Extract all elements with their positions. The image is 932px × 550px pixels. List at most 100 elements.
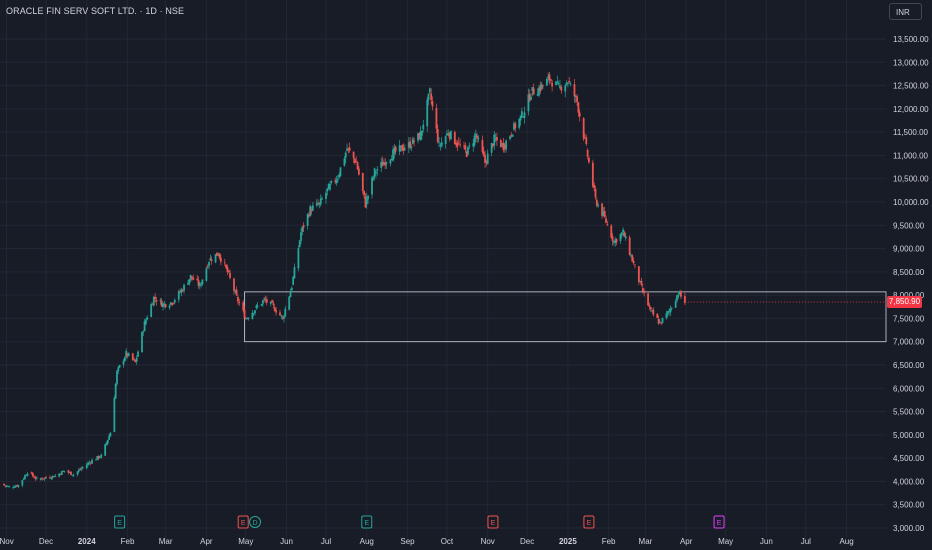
candle-body (252, 313, 255, 315)
candle-body (564, 85, 567, 92)
candle-body (409, 141, 412, 149)
candle-body (502, 142, 505, 151)
candle-body (51, 475, 54, 478)
candle-body (206, 267, 209, 268)
candle-body (513, 123, 515, 130)
candle-body (632, 260, 635, 264)
earnings-icon: E (237, 515, 249, 529)
candle-body (674, 301, 677, 308)
candle-body (568, 80, 571, 83)
candle-body (652, 309, 655, 315)
candle-body (155, 300, 158, 302)
candle-body (398, 145, 401, 152)
event-label: E (364, 520, 369, 527)
candle-body (45, 477, 47, 478)
candle-body (237, 296, 239, 302)
candle-body (108, 436, 111, 440)
candle-body (134, 359, 137, 363)
candle-body (623, 232, 626, 237)
candle-body (582, 117, 585, 139)
candle-body (417, 133, 419, 141)
candle-body (357, 168, 360, 175)
candle-body (657, 318, 660, 324)
candle-body (446, 133, 448, 136)
candle-body (247, 317, 250, 319)
candle-body (192, 277, 195, 280)
candle-body (606, 223, 609, 225)
candle-body (421, 130, 423, 136)
candle-body (486, 153, 489, 165)
candle-body (79, 469, 82, 471)
candle-body (262, 300, 264, 304)
currency-button[interactable]: INR (889, 3, 922, 20)
candle-body (605, 218, 607, 223)
price-tick-label: 10,500.00 (893, 175, 929, 184)
candle-body (60, 471, 63, 475)
candle-body (290, 287, 293, 290)
candle-body (273, 307, 276, 312)
candle-body (510, 134, 513, 136)
candle-body (346, 148, 348, 151)
candle-body (126, 353, 129, 356)
candle-body (171, 303, 174, 305)
candle-body (509, 136, 511, 139)
candle-body (146, 317, 149, 320)
candle-body (631, 255, 634, 262)
candle-body (438, 142, 440, 144)
candle-body (527, 94, 530, 112)
candle-body (142, 331, 145, 333)
time-tick-label: Jun (280, 537, 293, 546)
candle-body (24, 475, 26, 479)
earnings-icon: E (487, 515, 499, 529)
candle-body (656, 313, 659, 319)
candle-body (172, 302, 175, 304)
candle-body (474, 133, 477, 137)
candle-body (624, 236, 627, 239)
candle-body (208, 262, 210, 267)
last-price-label: 7,850.90 (887, 296, 922, 309)
candle-body (593, 184, 596, 189)
candle-body (85, 464, 88, 469)
price-axis[interactable]: 3,000.00 3,500.00 4,000.00 4,500.00 5,000.00… (893, 35, 929, 533)
candle-body (68, 472, 71, 473)
candle-body (113, 398, 116, 433)
candle-body (189, 274, 192, 280)
candle-body (666, 311, 669, 314)
time-tick-label: May (238, 537, 253, 546)
candle-body (373, 168, 376, 177)
candle-body (343, 158, 346, 166)
candle-body (418, 132, 421, 140)
candle-body (34, 477, 37, 479)
candle-body (615, 238, 618, 243)
price-tick-label: 11,500.00 (893, 128, 929, 137)
candle-body (603, 210, 606, 217)
candle-body (131, 353, 134, 360)
candle-body (191, 276, 193, 279)
candle-body (573, 84, 576, 97)
candle-body (6, 486, 9, 487)
candle-body (123, 357, 126, 362)
candle-body (545, 78, 548, 86)
time-tick-label: Feb (602, 537, 616, 546)
candle-body (63, 470, 66, 472)
price-tick-label: 8,500.00 (893, 268, 925, 277)
candle-body (367, 195, 369, 200)
candle-body (35, 477, 38, 479)
candle-body (210, 259, 213, 261)
candle-body (566, 82, 569, 85)
candle-body (678, 291, 681, 295)
time-axis[interactable]: Nov Dec 2024 Feb Mar Apr May Jun Jul Aug Sep Oct Nov… (0, 537, 854, 546)
time-tick-label: Jun (760, 537, 773, 546)
candle-body (218, 253, 221, 258)
candle-body (49, 477, 51, 479)
candle-body (104, 444, 107, 456)
candle-body (315, 202, 318, 206)
candle-body (348, 147, 351, 151)
candle-body (292, 277, 295, 285)
candle-body (376, 169, 379, 171)
candle-body (17, 484, 20, 487)
candle-body (372, 176, 375, 179)
candle-body (336, 178, 339, 180)
candle-body (413, 140, 415, 142)
